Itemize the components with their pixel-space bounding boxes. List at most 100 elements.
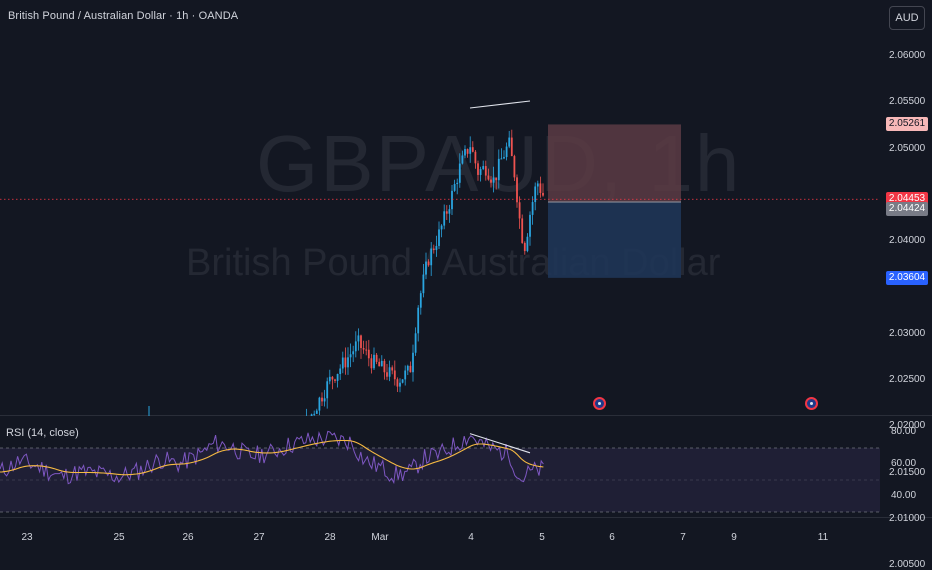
candle-body xyxy=(349,354,352,358)
price-chart-pane[interactable] xyxy=(0,0,932,416)
price-trend-line[interactable] xyxy=(469,100,531,109)
pane-separator[interactable] xyxy=(0,415,932,416)
take-profit-zone[interactable] xyxy=(548,124,681,202)
rsi-trend-line[interactable] xyxy=(469,433,531,454)
candle-body xyxy=(451,190,453,210)
candle-body xyxy=(503,157,505,159)
candle-body xyxy=(453,184,456,191)
candle-body xyxy=(464,149,466,156)
price-label-stop: 2.03604 xyxy=(886,270,928,285)
candle-body xyxy=(360,335,362,349)
time-axis-label: 5 xyxy=(539,532,545,543)
time-axis-label: 4 xyxy=(468,532,474,543)
price-axis-tick: 2.01000 xyxy=(889,513,926,524)
candle-body xyxy=(510,137,513,157)
candle-body xyxy=(313,413,316,415)
candle-body xyxy=(539,183,542,193)
candle-body xyxy=(409,365,412,373)
rsi-ma-line xyxy=(0,439,544,476)
candle-body xyxy=(536,183,539,187)
candle-body xyxy=(440,225,443,230)
candle-body xyxy=(347,357,349,368)
time-axis-label: 26 xyxy=(182,532,194,543)
candle-body xyxy=(331,376,334,380)
candle-body xyxy=(435,245,438,251)
price-axis-tick: 2.05500 xyxy=(889,96,926,108)
pane-separator-bottom xyxy=(0,517,932,518)
candle-body xyxy=(526,236,529,252)
candle-body xyxy=(417,307,420,334)
candle-body xyxy=(401,379,404,383)
candle-body xyxy=(357,335,360,342)
price-axis-tick: 2.02000 xyxy=(889,420,926,432)
candle-body xyxy=(414,333,417,353)
candle-body xyxy=(386,372,388,377)
candle-body xyxy=(344,357,347,368)
candle-body xyxy=(378,361,381,367)
candle-body xyxy=(326,381,329,399)
candle-body xyxy=(425,261,427,275)
price-axis-tick: 2.03000 xyxy=(889,327,926,339)
candle-body xyxy=(456,182,459,185)
rsi-indicator-title[interactable]: RSI (14, close) xyxy=(6,427,79,439)
time-axis-label: 9 xyxy=(731,532,737,543)
candle-body xyxy=(521,218,524,243)
candle-body xyxy=(315,410,318,414)
candle-body xyxy=(438,229,440,246)
candle-body xyxy=(373,354,375,369)
time-axis-label: 27 xyxy=(253,532,265,543)
candle-body xyxy=(393,370,396,380)
candle-body xyxy=(399,382,401,387)
candle-body xyxy=(367,349,370,359)
candle-body xyxy=(492,177,495,183)
price-label-target: 2.05261 xyxy=(886,117,928,132)
symbol-title[interactable]: British Pound / Australian Dollar · 1h ·… xyxy=(8,10,239,22)
rsi-axis-tick: 60.00 xyxy=(891,458,917,469)
candle-body xyxy=(500,158,503,160)
candle-body xyxy=(513,156,516,178)
rsi-line xyxy=(0,430,544,485)
candle-body xyxy=(497,158,500,181)
candle-body xyxy=(534,186,537,203)
time-axis-label: 25 xyxy=(113,532,125,543)
candle-body xyxy=(388,367,391,377)
candle-body xyxy=(318,397,321,411)
candle-body xyxy=(406,365,409,371)
price-axis-tick: 2.01500 xyxy=(889,466,926,478)
price-axis-tick: 2.04000 xyxy=(889,235,926,247)
price-axis-tick: 2.02500 xyxy=(889,374,926,386)
candle-body xyxy=(477,163,479,175)
candle-body xyxy=(352,351,355,355)
economic-event-icon[interactable] xyxy=(805,397,818,410)
candle-body xyxy=(432,248,435,251)
candle-body xyxy=(516,177,518,203)
economic-event-icon[interactable] xyxy=(593,397,606,410)
candle-body xyxy=(479,169,482,175)
candle-body xyxy=(404,370,407,380)
rsi-axis-tick: 80.00 xyxy=(891,426,917,437)
candle-body xyxy=(422,274,425,294)
candle-body xyxy=(529,214,531,237)
candle-body xyxy=(518,202,521,219)
time-axis-label: 7 xyxy=(680,532,686,543)
candle-body xyxy=(341,357,344,369)
candle-body xyxy=(321,397,323,402)
candle-body xyxy=(471,147,474,152)
candle-body xyxy=(380,360,383,367)
currency-button[interactable]: AUD xyxy=(889,6,925,30)
time-axis-label: 28 xyxy=(324,532,336,543)
candle-body xyxy=(482,166,485,170)
candle-body xyxy=(334,379,336,381)
rsi-pane[interactable] xyxy=(0,416,932,518)
candle-body xyxy=(396,379,399,387)
stop-loss-zone[interactable] xyxy=(548,201,681,278)
rsi-axis-tick: 40.00 xyxy=(891,490,917,501)
candle-body xyxy=(323,398,326,402)
candle-body xyxy=(365,349,368,351)
price-label-entry: 2.04424 xyxy=(886,201,928,216)
price-axis-tick: 2.06000 xyxy=(889,50,926,61)
candle-body xyxy=(490,179,492,183)
candle-body xyxy=(310,414,313,416)
time-axis[interactable]: 23 25 26 27 28 Mar 4 5 6 7 9 11 xyxy=(0,518,932,550)
candle-body xyxy=(542,192,544,196)
